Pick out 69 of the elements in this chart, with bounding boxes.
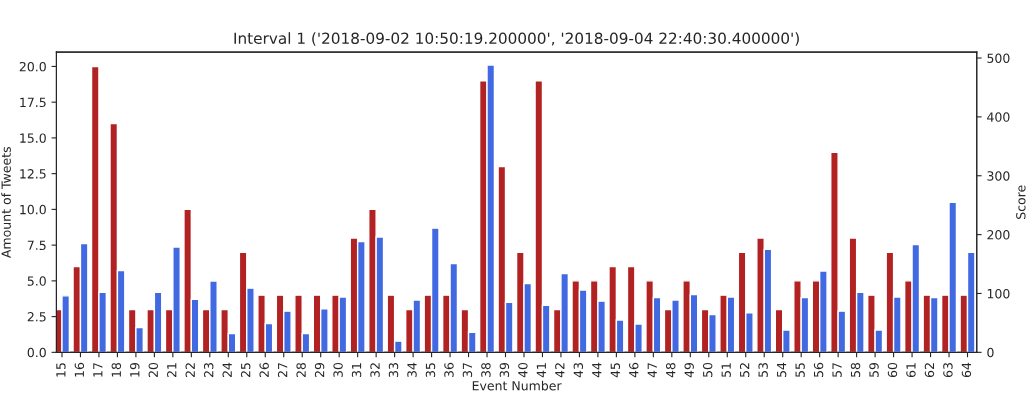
x-tick-label: 47 [647, 363, 657, 378]
x-tick-label: 27 [277, 363, 288, 378]
x-tick-label: 37 [462, 363, 473, 378]
y2-tick-label: 500 [987, 53, 1010, 63]
x-tick-label: 57 [832, 363, 842, 377]
x-tick-label: 28 [296, 362, 306, 378]
x-tick-label: 58 [850, 362, 861, 377]
x-tick-label: 18 [111, 362, 122, 377]
x-axis-title: Event Number [472, 380, 562, 391]
x-tick-label: 59 [869, 362, 879, 377]
x-tick-label: 50 [702, 362, 713, 377]
x-tick-label: 25 [240, 363, 251, 378]
x-tick-label: 24 [222, 362, 232, 378]
y-tick-label: 15.0 [20, 133, 46, 143]
y-tick-label: 2.5 [27, 312, 46, 322]
y-tick-label: 7.5 [27, 240, 46, 251]
x-tick-label: 53 [758, 363, 768, 377]
x-tick-label: 49 [684, 362, 694, 378]
x-tick-label: 32 [370, 363, 380, 378]
x-tick-label: 60 [887, 362, 898, 378]
x-tick-label: 19 [130, 362, 140, 377]
x-tick-label: 30 [333, 362, 343, 378]
x-tick-label: 29 [314, 362, 325, 378]
y-tick-label: 12.5 [20, 169, 46, 179]
x-tick-label: 26 [259, 362, 269, 378]
x-tick-label: 45 [610, 363, 621, 378]
x-tick-label: 42 [555, 363, 565, 378]
x-tick-label: 22 [185, 363, 195, 378]
x-tick-label: 16 [74, 362, 85, 377]
x-tick-label: 64 [961, 362, 972, 378]
y2-axis-title: Score [1016, 185, 1026, 219]
y2-tick-label: 200 [987, 230, 1010, 240]
x-tick-label: 38 [481, 362, 491, 378]
x-tick-label: 56 [813, 362, 824, 377]
y2-tick-label: 0 [987, 347, 994, 358]
x-tick-label: 63 [943, 363, 953, 378]
y2-tick-label: 300 [987, 171, 1010, 181]
x-tick-label: 17 [93, 363, 103, 377]
x-tick-label: 23 [203, 363, 214, 378]
x-tick-label: 33 [388, 363, 399, 378]
y2-tick-label: 400 [987, 112, 1010, 122]
x-tick-label: 31 [351, 363, 362, 378]
chart-title: Interval 1 ('2018-09-02 10:50:19.200000', '2018-09-04 22:40:30.400000') [234, 32, 799, 46]
x-tick-label: 21 [167, 363, 177, 378]
x-tick-label: 61 [906, 363, 916, 378]
x-tick-label: 34 [407, 362, 417, 378]
x-tick-label: 43 [573, 363, 584, 378]
x-tick-label: 46 [629, 362, 639, 378]
x-tick-label: 35 [425, 363, 436, 378]
x-tick-label: 44 [592, 362, 602, 378]
x-tick-label: 36 [444, 362, 454, 378]
y-tick-label: 5.0 [27, 276, 46, 286]
y-axis-title: Amount of Tweets [1, 146, 11, 258]
x-tick-label: 48 [666, 362, 676, 378]
x-tick-label: 40 [518, 362, 528, 378]
x-tick-label: 55 [795, 363, 805, 377]
x-tick-label: 51 [721, 363, 731, 377]
y2-tick-label: 100 [987, 288, 1010, 299]
x-tick-label: 20 [148, 362, 158, 378]
x-tick-label: 39 [499, 362, 510, 378]
x-tick-label: 52 [739, 363, 750, 377]
y-tick-label: 0.0 [27, 347, 46, 358]
x-tick-label: 15 [56, 363, 66, 377]
x-tick-label: 62 [924, 363, 935, 378]
y-tick-label: 10.0 [20, 204, 46, 215]
x-tick-label: 54 [777, 362, 787, 377]
y-tick-label: 17.5 [20, 97, 46, 108]
y-tick-label: 20.0 [19, 61, 46, 72]
x-tick-label: 41 [536, 363, 546, 378]
